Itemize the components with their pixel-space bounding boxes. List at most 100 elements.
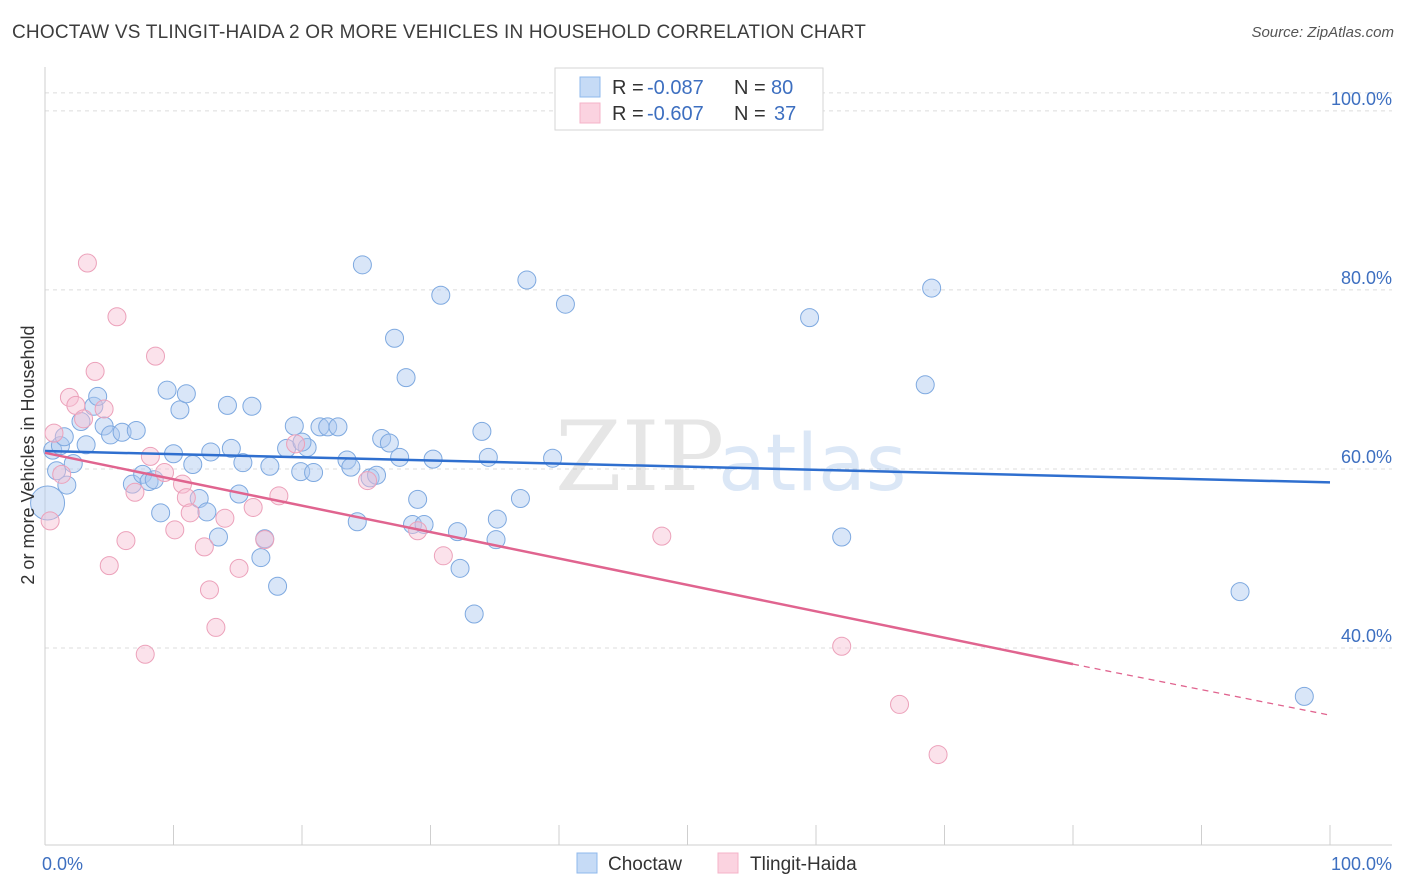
- choctaw-point: [304, 463, 324, 483]
- tlingit-haida-point: [59, 387, 79, 407]
- tlingit-haida-point: [652, 526, 672, 546]
- tlingit-haida-point: [194, 537, 214, 557]
- choctaw-point: [450, 558, 470, 578]
- legend-r-label-tlingit: R =: [612, 103, 644, 125]
- choctaw-point: [555, 294, 575, 314]
- choctaw-point: [379, 433, 399, 453]
- legend: R = -0.087 N = 80 R = -0.607 N = 37: [554, 67, 824, 131]
- choctaw-point: [915, 375, 935, 395]
- tlingit-haida-point: [140, 446, 160, 466]
- choctaw-point: [922, 278, 942, 298]
- tlingit-haida-point: [229, 558, 249, 578]
- choctaw-point: [183, 454, 203, 474]
- choctaw-point: [517, 270, 537, 290]
- tlingit-haida-point: [832, 636, 852, 656]
- source-label: Source: ZipAtlas.com: [1251, 24, 1394, 41]
- choctaw-point: [242, 396, 262, 416]
- legend-r-value-tlingit: -0.607: [647, 103, 704, 125]
- choctaw-point: [122, 474, 142, 494]
- choctaw-point: [176, 384, 196, 404]
- choctaw-point: [390, 447, 410, 467]
- choctaw-point: [385, 328, 405, 348]
- choctaw-point: [431, 285, 451, 305]
- choctaw-point: [197, 502, 217, 522]
- tlingit-haida-point: [44, 423, 64, 443]
- watermark-atlas: atlas: [718, 419, 907, 509]
- legend-r-value-choctaw: -0.087: [647, 77, 704, 99]
- tlingit-haida-point: [890, 694, 910, 714]
- bottom-legend-swatch-choctaw: [576, 852, 598, 874]
- tlingit-haida-point: [107, 307, 127, 327]
- bottom-legend-label-choctaw: Choctaw: [608, 854, 682, 875]
- choctaw-point: [221, 438, 241, 458]
- y-tick-label: 60.0%: [1341, 447, 1392, 467]
- chart-title: CHOCTAW VS TLINGIT-HAIDA 2 OR MORE VEHIC…: [12, 22, 867, 43]
- choctaw-point: [30, 485, 66, 521]
- choctaw-point: [126, 420, 146, 440]
- choctaw-point: [284, 416, 304, 436]
- tlingit-haida-point: [52, 464, 72, 484]
- legend-n-label-tlingit: N =: [734, 103, 766, 125]
- tlingit-haida-point: [199, 580, 219, 600]
- tlingit-haida-point: [146, 346, 166, 366]
- choctaw-point: [260, 456, 280, 476]
- tlingit-haida-point: [77, 253, 97, 273]
- choctaw-point: [151, 503, 171, 523]
- choctaw-point: [832, 527, 852, 547]
- tlingit-haida-point: [180, 503, 200, 523]
- choctaw-point: [88, 386, 108, 406]
- y-tick-label: 80.0%: [1341, 268, 1392, 288]
- choctaw-point: [157, 380, 177, 400]
- legend-n-value-tlingit: 37: [774, 103, 796, 125]
- x-tick-label: 100.0%: [1331, 854, 1392, 874]
- tlingit-haida-trend-line: [44, 451, 1074, 666]
- choctaw-point: [57, 475, 77, 495]
- choctaw-point: [54, 427, 74, 447]
- tlingit-haida-point: [928, 745, 948, 765]
- choctaw-point: [318, 417, 338, 437]
- tick-labels: 100.0% 80.0% 60.0% 40.0% 0.0% 100.0%: [42, 89, 1392, 874]
- tlingit-haida-point: [286, 434, 306, 454]
- tlingit-haida-point: [85, 361, 105, 381]
- tlingit-haida-point: [215, 508, 235, 528]
- choctaw-point: [251, 548, 271, 568]
- choctaw-point: [112, 422, 132, 442]
- choctaw-point: [268, 576, 288, 596]
- choctaw-point: [464, 604, 484, 624]
- x-tick-label: 0.0%: [42, 854, 83, 874]
- choctaw-point: [328, 417, 348, 437]
- data-points: [30, 253, 1314, 765]
- tlingit-haida-point: [176, 488, 196, 508]
- choctaw-point: [800, 308, 820, 328]
- legend-n-value-choctaw: 80: [771, 77, 793, 99]
- choctaw-point: [1230, 582, 1250, 602]
- choctaw-point: [233, 453, 253, 473]
- choctaw-point: [1294, 686, 1314, 706]
- tlingit-haida-point: [433, 546, 453, 566]
- tlingit-haida-point: [74, 409, 94, 429]
- choctaw-point: [408, 489, 428, 509]
- tlingit-haida-point: [165, 520, 185, 540]
- choctaw-point: [47, 461, 67, 481]
- y-tick-label: 40.0%: [1341, 626, 1392, 646]
- legend-n-label-choctaw: N =: [734, 77, 766, 99]
- legend-swatch-choctaw: [579, 76, 601, 98]
- choctaw-point: [170, 400, 190, 420]
- choctaw-point: [292, 432, 312, 452]
- trend-lines: [44, 449, 1331, 716]
- bottom-legend: Choctaw Tlingit-Haida: [576, 852, 857, 875]
- watermark: ZIP atlas: [555, 401, 907, 513]
- bottom-legend-label-tlingit: Tlingit-Haida: [750, 854, 857, 875]
- tlingit-haida-point: [135, 644, 155, 664]
- y-tick-label: 100.0%: [1331, 89, 1392, 109]
- choctaw-point: [341, 457, 361, 477]
- tlingit-haida-point: [255, 530, 275, 550]
- legend-r-label-choctaw: R =: [612, 77, 644, 99]
- choctaw-point: [472, 421, 492, 441]
- bottom-legend-swatch-tlingit: [717, 852, 739, 874]
- choctaw-point: [487, 509, 507, 529]
- choctaw-point: [352, 255, 372, 275]
- tlingit-haida-point: [206, 617, 226, 637]
- tlingit-haida-point: [125, 482, 145, 502]
